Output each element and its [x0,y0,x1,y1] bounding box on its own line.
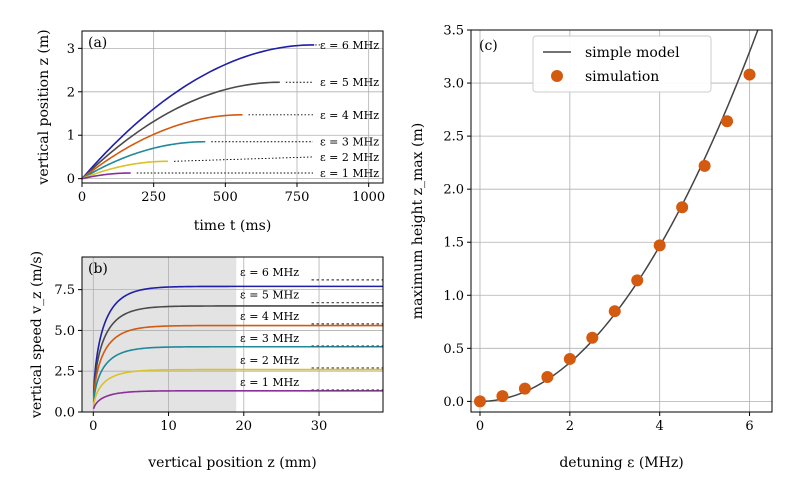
b-series-label: ε = 6 MHz [240,266,299,279]
c-simulation-point [631,274,644,287]
c-simulation-point [496,390,509,403]
b-series-label: ε = 5 MHz [240,289,299,302]
c-simulation-point [676,201,689,214]
c-ytick-label: 0.5 [443,342,464,357]
a-series-line [81,114,243,180]
c-ytick-label: 3.0 [443,77,464,92]
b-series-line [92,345,383,403]
c-legend-label: simple model [585,45,680,61]
c-panel-label: (c) [479,38,498,54]
a-series-line [81,160,168,180]
c-ytick-label: 2.5 [443,130,464,145]
c-simulation-point [586,331,599,344]
b-series-line [92,368,383,406]
c-simulation-point [721,115,734,128]
a-series-label: ε = 5 MHz [320,76,379,89]
b-xlabel: vertical position z (mm) [147,455,316,471]
b-axes-frame [81,256,384,413]
b-series-label: ε = 3 MHz [240,332,299,345]
b-series-line [92,389,383,410]
c-legend-label: simulation [585,69,659,85]
a-series-label: ε = 4 MHz [320,109,379,122]
b-ytick-label: 7.5 [54,283,75,298]
b-xtick-label: 0 [89,419,97,434]
a-series-line [81,140,206,180]
c-legend-point-marker [551,70,563,82]
a-series-line [81,44,315,180]
a-axes-frame [81,30,384,184]
b-series-label: ε = 4 MHz [240,310,299,323]
b-xtick-label: 10 [160,419,177,434]
c-simulation-point [563,352,576,365]
c-simulation-point [608,305,621,318]
c-simulation-point [518,382,531,395]
a-xlabel: time t (ms) [194,218,272,234]
c-simulation-point [541,370,554,383]
c-xtick-label: 4 [656,419,664,434]
a-xtick-label: 250 [141,190,166,205]
c-ylabel: maximum height z_max (m) [410,123,426,319]
b-shaded-region [82,257,237,412]
b-series-label: ε = 2 MHz [240,354,299,367]
a-xtick-label: 1000 [352,190,385,205]
c-xtick-label: 6 [745,419,753,434]
c-xtick-label: 2 [566,419,574,434]
b-series-line [92,324,383,400]
b-panel-label: (b) [88,261,108,277]
a-series-label: ε = 2 MHz [320,151,379,164]
b-xtick-label: 30 [311,419,328,434]
a-series-label: ε = 6 MHz [320,39,379,52]
c-ytick-label: 3.5 [443,24,464,39]
a-ytick-label: 3 [67,42,75,57]
c-ytick-label: 2.0 [443,183,464,198]
b-series-label: ε = 1 MHz [240,376,299,389]
a-xtick-label: 750 [285,190,310,205]
a-ytick-label: 1 [67,129,75,144]
b-ytick-label: 0.0 [54,406,75,421]
a-series-line [81,172,131,180]
b-ylabel: vertical speed v_z (m/s) [29,251,45,419]
a-ytick-label: 0 [67,172,75,187]
a-panel-label: (a) [88,35,107,51]
c-xlabel: detuning ε (MHz) [559,455,683,471]
a-ylabel: vertical position z (m) [36,29,52,185]
c-simulation-point [698,159,711,172]
c-ytick-label: 0.0 [443,395,464,410]
c-axes-frame [470,29,773,413]
c-xtick-label: 0 [476,419,484,434]
b-ytick-label: 2.5 [54,365,75,380]
a-series-line [81,81,280,180]
b-series-line [92,285,383,394]
c-ytick-label: 1.0 [443,289,464,304]
c-simulation-point [473,395,486,408]
b-xtick-label: 20 [236,419,253,434]
b-ytick-label: 5.0 [54,324,75,339]
a-series-label: ε = 3 MHz [320,136,379,149]
a-ytick-label: 2 [67,85,75,100]
c-simulation-point [653,239,666,252]
c-simulation-point [743,68,756,81]
a-leader-line [173,156,314,162]
a-series-label: ε = 1 MHz [320,167,379,180]
a-xtick-label: 500 [213,190,238,205]
a-xtick-label: 0 [78,190,86,205]
c-legend-box [532,35,712,93]
b-series-line [92,305,383,397]
c-ytick-label: 1.5 [443,236,464,251]
